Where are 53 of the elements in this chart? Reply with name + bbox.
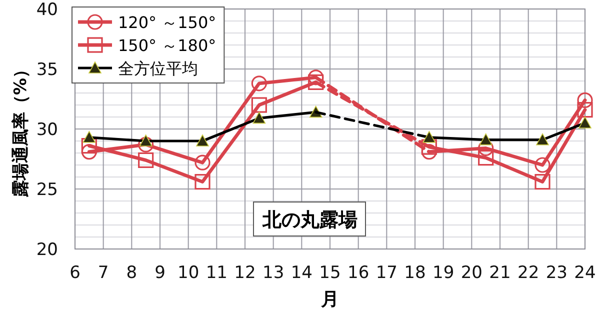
y-tick-label: 20 (36, 240, 58, 260)
y-tick-label: 40 (36, 0, 58, 20)
legend-label: 全方位平均 (118, 59, 198, 78)
point (81, 138, 97, 154)
legend-label: 150° ～180° (118, 36, 216, 55)
point (534, 157, 550, 173)
point (82, 131, 96, 143)
x-tick-label: 16 (348, 263, 370, 283)
point (536, 133, 549, 146)
point (194, 154, 210, 170)
legend-label: 120° ～150° (118, 13, 216, 32)
x-tick-label: 6 (70, 263, 80, 283)
x-tick-label: 17 (376, 263, 398, 283)
x-tick-label: 22 (518, 263, 540, 283)
point (251, 97, 267, 113)
point (534, 174, 550, 190)
x-tick-label: 21 (489, 263, 511, 283)
annotation: 北の丸露場 (253, 202, 366, 236)
y-axis-title: 露場通風率（%） (11, 60, 31, 198)
point (478, 150, 494, 166)
x-axis-title: 月 (320, 289, 339, 310)
point (252, 112, 266, 124)
point (578, 116, 592, 128)
annotation: 北の丸露場 (262, 209, 358, 231)
x-tick-label: 11 (206, 263, 228, 283)
x-tick-label: 18 (404, 263, 426, 283)
x-tick-label: 14 (290, 263, 312, 283)
y-tick-label: 35 (36, 60, 58, 80)
x-tick-label: 8 (126, 263, 138, 283)
point (577, 102, 593, 118)
point (194, 174, 210, 190)
x-tick-label: 20 (460, 263, 482, 283)
point (421, 139, 437, 155)
point (577, 92, 593, 108)
point (138, 152, 154, 168)
point (81, 144, 97, 160)
x-tick-label: 7 (98, 263, 109, 283)
point (138, 136, 154, 152)
x-tick-label: 12 (234, 263, 256, 283)
point (308, 74, 324, 90)
x-tick-label: 24 (574, 263, 596, 283)
y-tick-label: 25 (36, 180, 58, 200)
point (139, 134, 152, 146)
x-tick-label: 10 (178, 263, 200, 283)
x-tick-label: 19 (432, 263, 454, 283)
y-tick-label: 30 (36, 120, 58, 140)
point (196, 134, 209, 146)
x-tick-label: 13 (262, 263, 284, 283)
x-tick-label: 9 (154, 263, 166, 283)
point (479, 133, 492, 146)
x-tick-label: 15 (319, 263, 341, 283)
x-tick-label: 23 (546, 263, 568, 283)
point (251, 76, 267, 92)
